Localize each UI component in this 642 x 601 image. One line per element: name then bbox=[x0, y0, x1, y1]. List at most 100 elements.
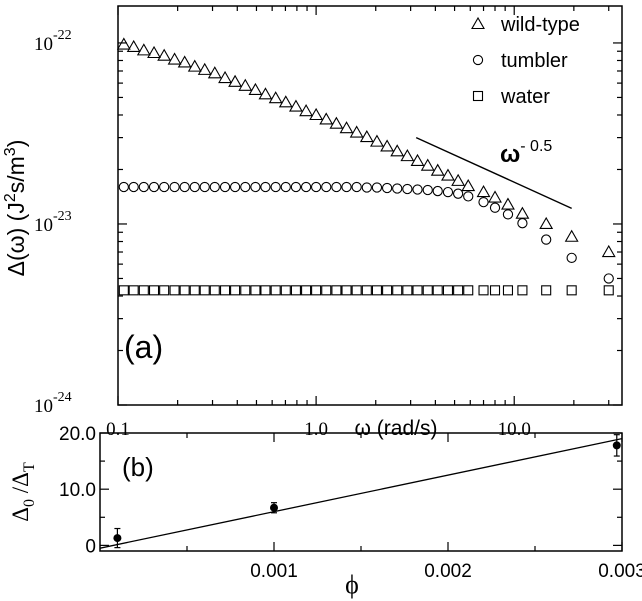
data-point-square bbox=[270, 285, 281, 296]
data-point-square bbox=[453, 285, 464, 296]
data-point-triangle bbox=[539, 216, 554, 230]
data-point-b bbox=[612, 434, 621, 457]
data-point-square bbox=[118, 285, 129, 296]
legend: wild-type tumbler water bbox=[471, 14, 580, 108]
data-point-circle bbox=[502, 209, 514, 220]
data-point-square bbox=[219, 285, 231, 296]
data-point-square bbox=[371, 285, 382, 296]
data-point-triangle bbox=[339, 121, 354, 134]
data-point-triangle bbox=[238, 78, 253, 91]
y-label-part: ) bbox=[3, 140, 29, 148]
y-label-part: s/m bbox=[3, 156, 29, 193]
data-point-circle bbox=[432, 185, 443, 197]
plot-frame-a bbox=[117, 5, 623, 406]
data-point-square bbox=[361, 285, 372, 296]
data-point-circle bbox=[442, 186, 454, 198]
data-point-square bbox=[331, 285, 342, 296]
data-point-triangle bbox=[147, 45, 161, 59]
data-point-circle bbox=[371, 182, 383, 193]
data-point-triangle bbox=[268, 91, 283, 104]
series-water bbox=[118, 285, 614, 296]
data-point-square bbox=[209, 285, 220, 296]
data-point-square bbox=[148, 285, 160, 296]
y-tick-exponent: -23 bbox=[53, 209, 72, 224]
data-point-triangle bbox=[126, 39, 141, 53]
data-point-triangle bbox=[187, 59, 202, 72]
y-tick-label-b: 10.0 bbox=[59, 480, 96, 501]
y-label-sub: 0 bbox=[21, 499, 38, 507]
data-marker bbox=[270, 503, 278, 512]
y-tick-label-a: 10-23 bbox=[34, 209, 72, 236]
data-point-square bbox=[240, 285, 251, 296]
legend-label: tumbler bbox=[501, 50, 568, 72]
panel-label-b: (b) bbox=[122, 452, 154, 482]
data-point-triangle bbox=[197, 62, 212, 75]
data-point-circle bbox=[148, 181, 160, 193]
data-point-triangle bbox=[515, 206, 530, 219]
data-point-circle bbox=[189, 181, 200, 193]
y-label-part: / bbox=[8, 486, 33, 499]
y-axis-label-a: Δ(ω) (J2s/m3) bbox=[2, 140, 29, 277]
data-point-circle bbox=[270, 181, 281, 193]
slope-label-exponent: - 0.5 bbox=[520, 138, 552, 155]
data-point-square bbox=[189, 285, 200, 296]
data-point-square bbox=[502, 285, 514, 296]
reference-slope-line bbox=[415, 136, 572, 209]
data-point-square bbox=[199, 285, 210, 296]
data-point-b bbox=[113, 527, 122, 549]
data-point-square bbox=[422, 285, 433, 296]
data-point-circle bbox=[422, 184, 433, 196]
data-point-circle bbox=[341, 181, 352, 193]
y-tick-label-b: 0 bbox=[85, 536, 96, 557]
data-point-circle bbox=[331, 181, 342, 193]
data-point-circle bbox=[300, 181, 312, 193]
data-point-triangle bbox=[410, 153, 425, 166]
data-point-square bbox=[159, 285, 170, 296]
data-point-circle bbox=[240, 181, 251, 193]
data-point-circle bbox=[321, 181, 332, 193]
data-point-circle bbox=[280, 181, 291, 193]
fit-line bbox=[100, 437, 622, 549]
data-point-square bbox=[128, 285, 139, 296]
y-tick-base: 10 bbox=[34, 396, 53, 417]
data-point-square bbox=[179, 285, 190, 296]
data-point-triangle bbox=[258, 87, 273, 100]
data-point-square bbox=[412, 285, 423, 296]
data-point-triangle bbox=[441, 168, 455, 181]
y-tick-base: 10 bbox=[34, 34, 53, 55]
y-label-part: Δ bbox=[8, 507, 33, 522]
data-point-square bbox=[321, 285, 332, 296]
x-tick-label-a: 10.0 bbox=[498, 419, 531, 440]
y-tick-exponent: -24 bbox=[53, 390, 72, 405]
data-point-circle bbox=[138, 181, 149, 193]
data-point-triangle bbox=[349, 125, 364, 138]
data-point-square bbox=[230, 285, 241, 296]
x-tick-label-b: 0.003 bbox=[598, 561, 642, 582]
data-point-square bbox=[169, 285, 180, 296]
data-point-triangle bbox=[319, 112, 334, 125]
data-point-square bbox=[442, 285, 454, 296]
data-point-square bbox=[280, 285, 291, 296]
data-point-square bbox=[541, 285, 552, 296]
data-point-triangle bbox=[451, 173, 466, 186]
data-point-circle bbox=[250, 181, 261, 193]
data-point-square bbox=[341, 285, 352, 296]
data-point-circle bbox=[361, 182, 372, 193]
data-point-triangle bbox=[228, 74, 243, 87]
data-point-square bbox=[402, 285, 413, 296]
data-point-triangle bbox=[116, 37, 131, 50]
data-point-circle bbox=[290, 181, 302, 193]
y-tick-label-b: 20.0 bbox=[59, 424, 96, 445]
series-tumbler bbox=[118, 181, 614, 284]
data-point-circle bbox=[489, 202, 501, 213]
data-point-circle bbox=[179, 181, 190, 193]
x-tick-label-b: 0.001 bbox=[250, 561, 298, 582]
x-tick-label-a: 1.0 bbox=[304, 419, 328, 440]
data-point-circle bbox=[199, 181, 210, 193]
data-point-circle bbox=[219, 181, 231, 193]
data-point-circle bbox=[392, 183, 403, 194]
series-wildtype bbox=[116, 37, 616, 258]
data-point-circle bbox=[159, 181, 170, 193]
